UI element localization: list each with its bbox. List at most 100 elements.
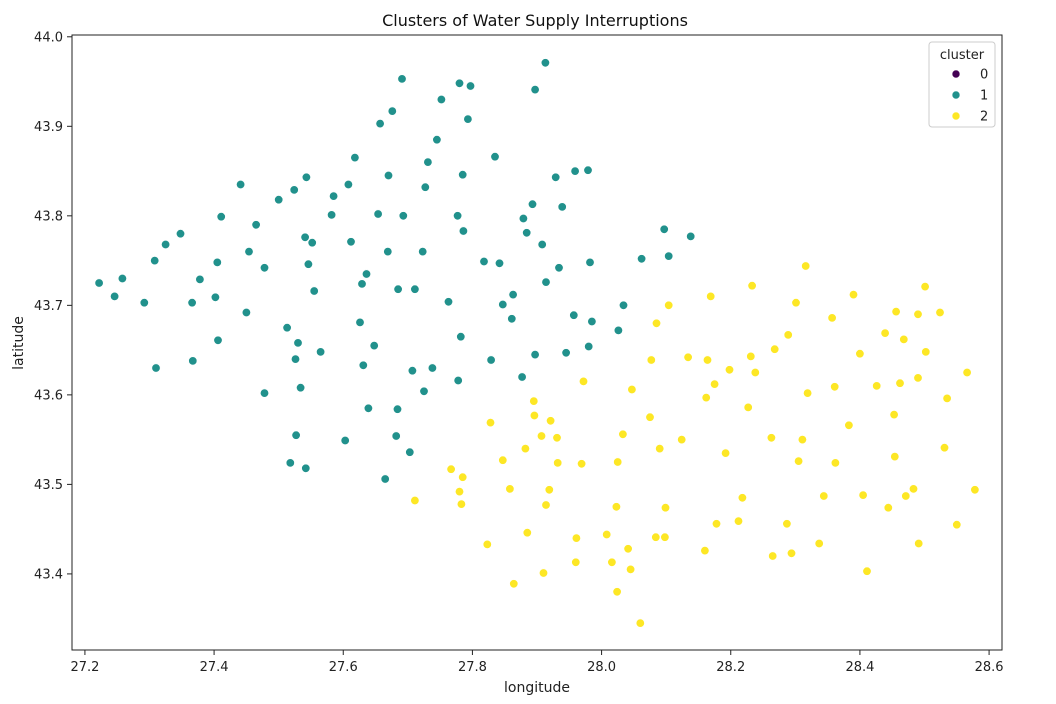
legend-label-cluster-0: 0	[980, 68, 988, 83]
data-point-cluster-1	[216, 212, 226, 222]
x-tick-label: 27.6	[329, 660, 358, 675]
data-point-cluster-1	[346, 237, 356, 247]
data-point-cluster-2	[482, 539, 492, 549]
data-point-cluster-1	[522, 228, 532, 238]
data-point-cluster-2	[577, 459, 587, 469]
data-point-cluster-2	[706, 291, 716, 301]
x-tick-label: 27.4	[200, 660, 229, 675]
data-point-cluster-2	[546, 416, 556, 426]
data-point-cluster-2	[921, 347, 931, 357]
data-point-cluster-1	[309, 286, 319, 296]
data-point-cluster-1	[296, 383, 306, 393]
legend-marker-cluster-0	[951, 69, 961, 79]
data-point-cluster-2	[456, 499, 466, 509]
chart-title: Clusters of Water Supply Interruptions	[382, 11, 688, 30]
data-point-cluster-1	[329, 191, 339, 201]
y-tick-label: 43.5	[34, 478, 63, 493]
data-point-cluster-1	[117, 273, 127, 283]
data-point-cluster-1	[407, 366, 417, 376]
data-point-cluster-2	[544, 485, 554, 495]
data-point-cluster-1	[490, 152, 500, 162]
data-point-cluster-2	[880, 328, 890, 338]
data-point-cluster-1	[479, 256, 489, 266]
data-point-cluster-2	[646, 355, 656, 365]
y-axis-label: latitude	[11, 316, 27, 370]
legend-label-cluster-2: 2	[980, 110, 988, 125]
data-point-cluster-2	[891, 307, 901, 317]
data-point-cluster-1	[303, 259, 313, 269]
data-point-cluster-2	[553, 458, 563, 468]
data-point-cluster-2	[747, 281, 757, 291]
data-point-cluster-1	[259, 388, 269, 398]
data-point-cluster-1	[393, 284, 403, 294]
data-point-cluster-2	[803, 388, 813, 398]
data-point-cluster-2	[522, 528, 532, 538]
data-point-cluster-1	[583, 165, 593, 175]
data-point-cluster-2	[651, 318, 661, 328]
data-point-cluster-2	[724, 365, 734, 375]
data-point-cluster-1	[465, 81, 475, 91]
data-point-cluster-2	[830, 458, 840, 468]
legend-marker-cluster-2	[951, 111, 961, 121]
data-point-cluster-1	[508, 290, 518, 300]
data-point-cluster-1	[463, 114, 473, 124]
data-point-cluster-2	[498, 455, 508, 465]
data-point-cluster-1	[405, 447, 415, 457]
data-point-cluster-2	[889, 410, 899, 420]
data-point-cluster-1	[527, 199, 537, 209]
data-point-cluster-1	[210, 292, 220, 302]
data-point-cluster-1	[518, 214, 528, 224]
data-point-cluster-1	[398, 211, 408, 221]
data-point-cluster-1	[151, 363, 161, 373]
data-point-cluster-1	[350, 153, 360, 163]
data-point-cluster-1	[187, 298, 197, 308]
data-point-cluster-2	[701, 393, 711, 403]
data-point-cluster-2	[952, 520, 962, 530]
x-tick-label: 27.2	[70, 660, 99, 675]
data-point-cluster-1	[110, 291, 120, 301]
data-point-cluster-1	[659, 224, 669, 234]
data-point-cluster-2	[855, 349, 865, 359]
data-point-cluster-2	[611, 502, 621, 512]
data-point-cluster-1	[530, 350, 540, 360]
data-point-cluster-1	[380, 474, 390, 484]
data-point-cluster-1	[453, 211, 463, 221]
legend-box	[928, 41, 996, 128]
data-point-cluster-2	[782, 519, 792, 529]
data-point-cluster-2	[783, 330, 793, 340]
data-point-cluster-2	[710, 379, 720, 389]
data-point-cluster-2	[766, 433, 776, 443]
data-point-cluster-2	[505, 484, 515, 494]
data-point-cluster-1	[397, 74, 407, 84]
data-point-cluster-2	[660, 503, 670, 513]
data-point-cluster-1	[584, 341, 594, 351]
plot-frame	[71, 34, 1003, 651]
data-point-cluster-1	[361, 269, 371, 279]
data-point-cluster-2	[660, 532, 670, 542]
data-point-cluster-2	[872, 381, 882, 391]
data-point-cluster-1	[664, 251, 674, 261]
data-point-cluster-2	[737, 493, 747, 503]
data-point-cluster-1	[569, 310, 579, 320]
data-point-cluster-2	[721, 448, 731, 458]
data-point-cluster-2	[677, 435, 687, 445]
data-point-cluster-1	[316, 347, 326, 357]
data-point-cluster-2	[458, 472, 468, 482]
data-point-cluster-1	[282, 323, 292, 333]
data-point-cluster-1	[244, 247, 254, 257]
data-point-cluster-1	[188, 356, 198, 366]
data-point-cluster-1	[391, 431, 401, 441]
y-tick-label: 43.4	[34, 567, 63, 582]
data-point-cluster-1	[432, 135, 442, 145]
data-point-cluster-1	[585, 257, 595, 267]
legend-title: cluster	[940, 48, 985, 63]
data-point-cluster-2	[446, 464, 456, 474]
data-point-cluster-1	[300, 232, 310, 242]
data-point-cluster-1	[241, 307, 251, 317]
data-point-cluster-1	[94, 278, 104, 288]
data-point-cluster-2	[626, 564, 636, 574]
data-point-cluster-1	[343, 180, 353, 190]
data-point-cluster-1	[517, 372, 527, 382]
